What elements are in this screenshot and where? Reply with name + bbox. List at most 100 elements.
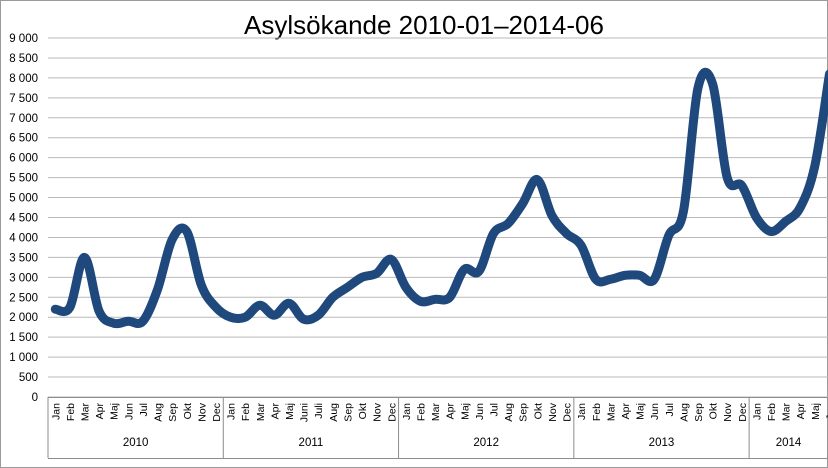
data-point (98, 310, 100, 312)
data-point (303, 318, 305, 320)
y-tick-label: 4 000 (9, 232, 38, 244)
y-tick-label: 8 500 (9, 53, 38, 65)
data-point (668, 234, 670, 236)
x-tick-label: Okt (708, 403, 720, 419)
y-tick-label: 9 000 (9, 33, 38, 45)
x-tick-label: Dec (737, 403, 749, 422)
x-tick-label: Apr (795, 403, 807, 420)
data-point (755, 217, 757, 218)
x-tick-label: Okt (532, 403, 544, 419)
data-point (157, 288, 159, 290)
x-tick-label: Okt (357, 403, 369, 419)
data-point (449, 296, 451, 298)
year-label: 2012 (473, 437, 499, 449)
y-tick-label: 7 000 (9, 113, 38, 125)
x-tick-label: Mar (605, 403, 617, 422)
year-label: 2013 (649, 437, 675, 449)
data-point (522, 203, 524, 204)
y-tick-label: 2 500 (9, 292, 38, 304)
x-tick-label: Mar (430, 403, 442, 422)
x-tick-label: Feb (65, 403, 77, 421)
x-tick-label: Jan (50, 403, 62, 420)
x-axis-year-labels: 2010 2011 2012 2013 2014 (123, 437, 802, 449)
x-tick-label: Okt (182, 403, 194, 419)
x-tick-label: Sep (693, 403, 705, 422)
data-point (405, 286, 407, 288)
y-tick-label: 6 000 (9, 153, 38, 165)
y-tick-label: 6 500 (9, 133, 38, 145)
data-point (566, 233, 567, 234)
data-point (551, 215, 553, 216)
data-point (770, 231, 772, 232)
x-tick-label: Jan (576, 403, 588, 420)
x-tick-label: Nov (547, 402, 559, 421)
x-tick-label: Aug (503, 403, 515, 422)
y-axis-ticks: 0 500 1 000 1 500 2 000 2 500 3 000 3 500 4 000 4… (9, 33, 38, 404)
data-point (799, 207, 801, 208)
data-point (54, 308, 56, 310)
x-tick-label: Maj (810, 403, 822, 420)
data-point (726, 177, 728, 179)
x-tick-label: Sep (167, 403, 179, 422)
y-tick-label: 4 500 (9, 213, 38, 225)
x-tick-label: Nov (196, 402, 208, 421)
data-point (507, 223, 509, 224)
x-tick-label: Maj (635, 403, 647, 420)
data-point (493, 233, 494, 234)
y-tick-label: 1 000 (9, 352, 38, 364)
data-point (332, 296, 334, 298)
data-point (814, 165, 816, 167)
x-tick-label: Jun (474, 403, 486, 420)
x-tick-label: Mar (255, 403, 267, 422)
y-tick-label: 5 500 (9, 173, 38, 185)
data-point (390, 258, 392, 260)
y-tick-label: 500 (19, 372, 38, 384)
data-point (186, 231, 188, 232)
year-label: 2011 (299, 437, 324, 449)
data-point (84, 256, 85, 258)
x-tick-label: Jan (226, 403, 238, 420)
x-tick-label: Aug (328, 403, 340, 422)
data-point (171, 238, 173, 240)
x-tick-label: Juni (299, 403, 311, 422)
y-tick-label: 5 000 (9, 193, 38, 205)
data-point (434, 298, 436, 300)
data-point (69, 306, 71, 308)
data-point (288, 302, 290, 304)
data-point (420, 300, 421, 302)
y-tick-label: 1 500 (9, 332, 38, 344)
data-point (113, 322, 115, 324)
x-tick-label: Aug (153, 403, 165, 422)
data-point (244, 316, 246, 318)
data-point (142, 320, 144, 322)
x-tick-label: Sep (518, 403, 530, 422)
data-point (682, 211, 684, 212)
x-tick-label: Jan (751, 403, 763, 420)
x-tick-label: Jun (649, 403, 661, 420)
x-tick-label: Jul (489, 403, 501, 416)
x-tick-label: Dec (386, 403, 398, 422)
x-tick-label: Apr (269, 403, 281, 420)
x-tick-label: Aug (678, 403, 690, 422)
x-axis-month-labels: Jan Feb Mar Apr Maj Jun Jul Aug Sep Okt Nov Dec Jan F… (50, 402, 828, 422)
data-point (536, 179, 538, 181)
data-point (317, 314, 319, 316)
data-point (478, 270, 480, 272)
x-tick-label: Mar (781, 403, 793, 422)
data-point (215, 306, 217, 308)
data-point (346, 286, 348, 288)
x-tick-label: Feb (591, 403, 603, 421)
x-tick-label: Sep (342, 403, 354, 422)
x-tick-label: Mar (80, 403, 92, 422)
data-point (230, 316, 232, 318)
y-tick-label: 3 000 (9, 272, 38, 284)
data-point (785, 221, 787, 222)
x-tick-label: Apr (620, 403, 632, 420)
x-tick-label: Maj (109, 403, 121, 420)
data-point (609, 278, 611, 280)
year-label: 2010 (123, 437, 149, 449)
x-tick-label: Jul (138, 403, 150, 416)
data-point (653, 278, 655, 280)
x-tick-label: Nov (722, 402, 734, 421)
